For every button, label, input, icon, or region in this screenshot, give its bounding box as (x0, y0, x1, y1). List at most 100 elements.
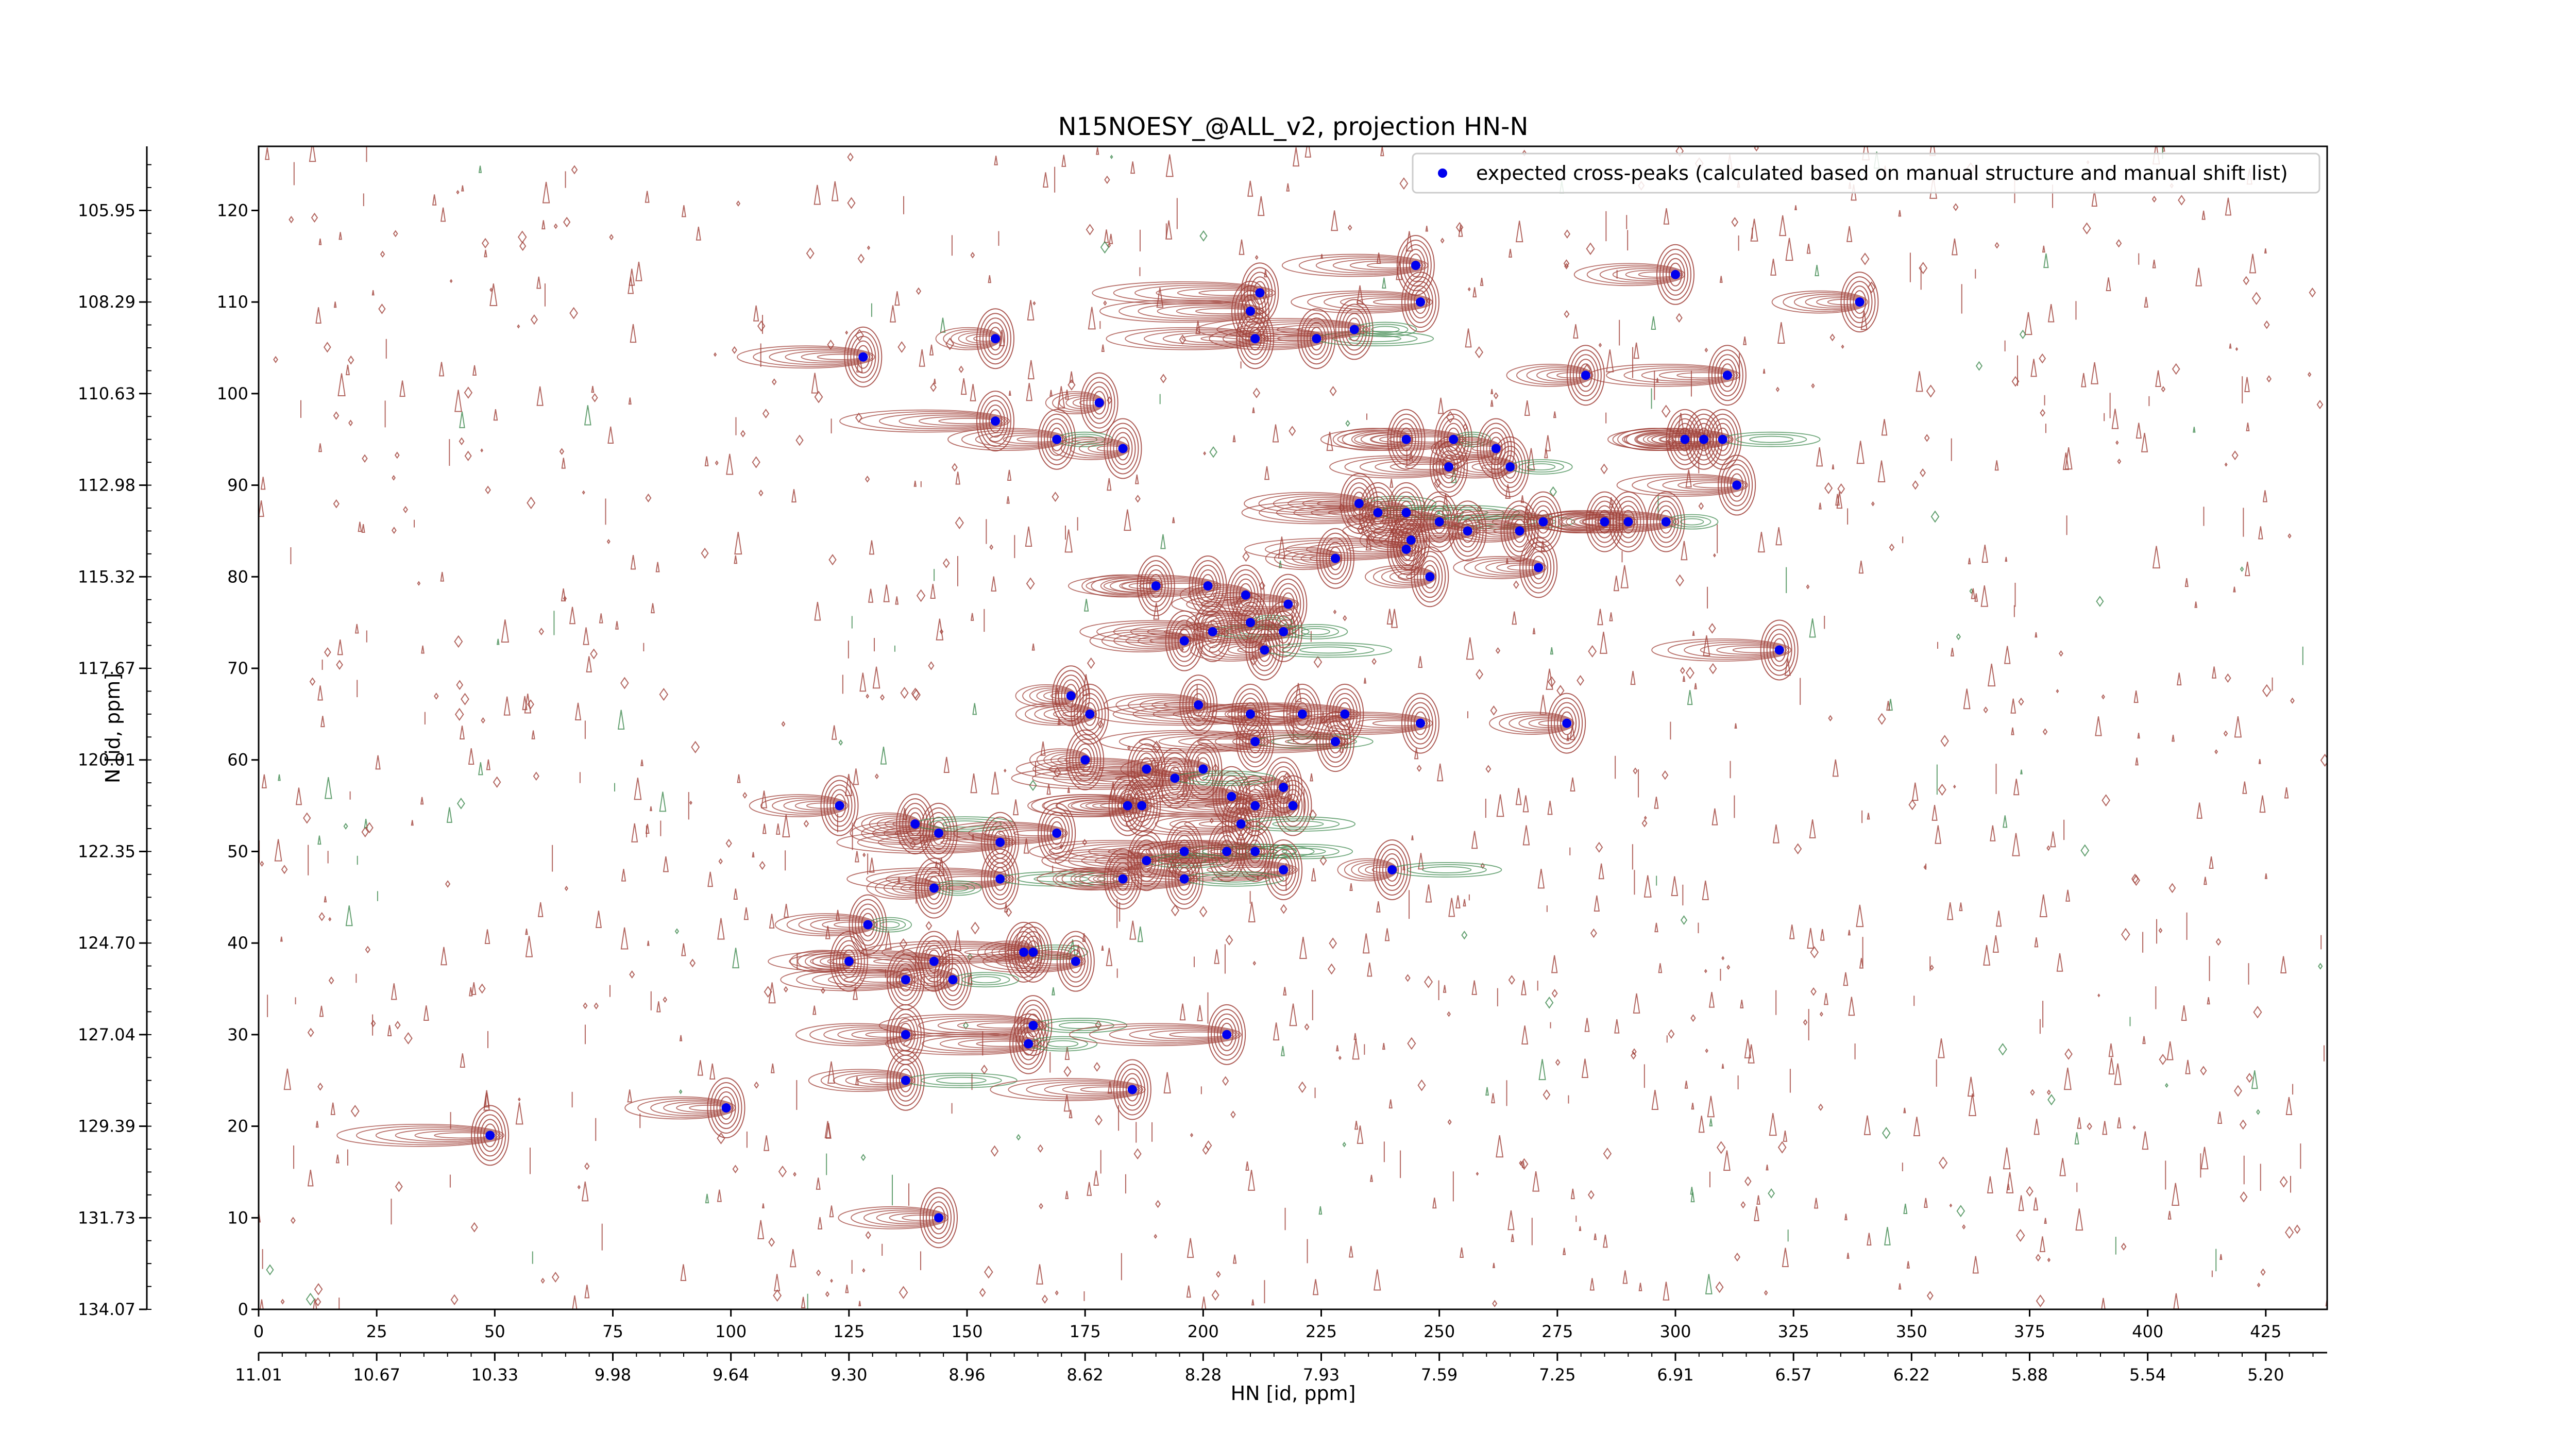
peak-contour (1526, 546, 1552, 589)
peak-contour (480, 1119, 500, 1152)
noise-contour (1411, 835, 1414, 840)
noise-contour (681, 205, 686, 217)
noise-contour (1247, 180, 1253, 197)
peak-contour (1442, 455, 1455, 479)
noise-contour (732, 948, 740, 969)
noise-contour (493, 776, 501, 788)
noise-contour (1052, 492, 1059, 502)
streak-contour (1359, 459, 1456, 475)
peak-contour (1177, 867, 1191, 891)
peak-contour (1436, 446, 1462, 488)
noise-contour (454, 635, 463, 648)
noise-contour (2102, 794, 2110, 807)
noise-contour (1775, 527, 1782, 546)
noise-contour (2152, 259, 2156, 268)
peak-contour (1065, 945, 1086, 978)
streak-contour (1169, 1031, 1228, 1038)
background-noise-contours (259, 146, 2327, 1309)
peak-contour-group (1037, 848, 1284, 909)
noise-contour (1069, 371, 1074, 383)
noise-contour (759, 861, 766, 870)
peak-contour (1575, 359, 1596, 392)
noise-contour (595, 911, 602, 928)
cross-peak-marker (910, 819, 920, 829)
cross-peak-marker (1463, 526, 1472, 536)
negative-contour (1037, 1038, 1088, 1050)
noise-contour (309, 146, 316, 162)
noise-contour (1768, 1188, 1775, 1199)
cross-peak-marker (1246, 618, 1255, 628)
x-tick-label-ppm: 6.22 (1893, 1365, 1930, 1385)
plot-area (259, 146, 2327, 1309)
noise-contour (733, 888, 738, 900)
noise-contour (2034, 937, 2039, 948)
noise-contour (1990, 825, 1996, 841)
noise-contour (2091, 362, 2098, 384)
negative-contour (1033, 875, 1089, 883)
noise-contour (1007, 469, 1012, 481)
noise-contour (2229, 343, 2232, 349)
noise-contour (844, 773, 853, 796)
peak-contour (1532, 555, 1546, 580)
peak-contour (982, 400, 1008, 443)
peak-contour (1572, 354, 1599, 397)
noise-contour (1950, 648, 1954, 656)
noise-contour (1675, 574, 1684, 587)
noise-contour (816, 1269, 821, 1276)
peak-contour (1385, 857, 1399, 882)
streak-contour (859, 411, 1007, 431)
noise-contour (1039, 1203, 1043, 1209)
noise-contour (2044, 1218, 2047, 1224)
streak-contour (1332, 259, 1421, 272)
noise-contour (1704, 347, 1708, 353)
noise-contour (681, 943, 686, 956)
noise-contour (1643, 875, 1652, 898)
noise-contour (1959, 902, 1963, 912)
noise-contour (701, 547, 709, 559)
noise-contour (2280, 956, 2287, 973)
negative-contour (936, 1076, 987, 1084)
noise-contour (867, 245, 871, 250)
noise-contour (536, 386, 544, 406)
noise-contour (1336, 1045, 1339, 1052)
noise-contour (1425, 226, 1429, 232)
noise-contour (1082, 933, 1086, 942)
noise-contour (2239, 1119, 2247, 1130)
noise-contour (2224, 462, 2228, 467)
streak-contour (1465, 513, 1550, 530)
noise-contour (1109, 233, 1113, 244)
noise-contour (781, 721, 786, 727)
noise-contour (1255, 255, 1259, 260)
noise-contour (778, 1166, 787, 1178)
peak-contour (895, 963, 916, 997)
peak-contour (1666, 258, 1685, 291)
negative-contour (971, 976, 1001, 984)
peak-contour (1850, 285, 1870, 319)
cross-peak-marker (1331, 737, 1340, 747)
streak-contour (1091, 576, 1162, 596)
streak-contour (1676, 372, 1728, 379)
streak-contour (1125, 329, 1267, 349)
noise-contour (1299, 937, 1307, 959)
peak-contour (1014, 995, 1053, 1056)
noise-contour (952, 463, 958, 472)
y-tick-label-ppm: 110.63 (78, 384, 135, 403)
noise-contour (590, 648, 598, 660)
noise-contour (1032, 301, 1036, 306)
peak-contour (1529, 551, 1549, 584)
noise-contour (542, 181, 550, 204)
noise-contour (1391, 609, 1398, 628)
x-tick-label-ppm: 7.93 (1303, 1365, 1340, 1385)
noise-contour (814, 184, 821, 205)
noise-contour (1734, 1252, 1741, 1262)
noise-contour (715, 460, 719, 466)
cross-peak-marker (901, 975, 910, 985)
peak-contour (1404, 697, 1436, 749)
y-tick-label-index: 70 (227, 659, 248, 678)
peak-contour (1566, 345, 1605, 406)
streak-contour (1658, 370, 1731, 380)
noise-contour (591, 393, 598, 402)
noise-contour (1345, 419, 1350, 427)
streak-contour (1025, 704, 1096, 724)
noise-contour (1721, 956, 1725, 961)
